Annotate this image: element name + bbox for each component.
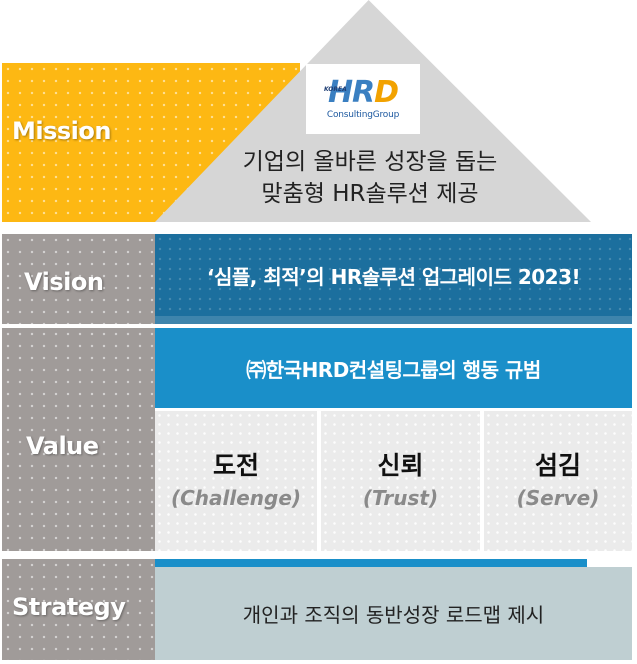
strategy-label: Strategy xyxy=(12,593,126,621)
vision-statement: ‘심플, 최적’의 HR솔루션 업그레이드 2023! xyxy=(206,264,581,289)
logo-subtitle: ConsultingGroup xyxy=(326,110,400,120)
value-title: 신뢰 xyxy=(377,451,424,480)
value-title: 섬김 xyxy=(534,451,581,480)
vision-statement-bar: ‘심플, 최적’의 HR솔루션 업그레이드 2023! xyxy=(155,234,632,316)
logo-hr-text: HR xyxy=(327,75,375,110)
strategy-label-panel: Strategy xyxy=(2,559,155,660)
value-header-bar: ㈜한국HRD컨설팅그룹의 행동 규범 xyxy=(155,328,632,408)
vision-label: Vision xyxy=(24,268,104,296)
value-card-serve: 섬김 (Serve) xyxy=(484,411,632,551)
company-logo: KOREA HRD ConsultingGroup xyxy=(306,64,420,134)
logo-korea-text: KOREA xyxy=(324,86,347,93)
mission-line-2: 맞춤형 HR솔루션 제공 xyxy=(261,181,479,207)
vision-underline xyxy=(155,316,632,324)
logo-d-text: D xyxy=(374,75,399,110)
strategy-statement: 개인과 조직의 동반성장 로드맵 제시 xyxy=(242,603,545,627)
vision-label-panel: Vision xyxy=(2,234,155,324)
mission-label: Mission xyxy=(12,117,111,145)
strategy-accent-line xyxy=(155,559,587,567)
logo-mark: HRD xyxy=(327,75,399,110)
value-card-challenge: 도전 (Challenge) xyxy=(155,411,317,551)
strategy-statement-bar: 개인과 조직의 동반성장 로드맵 제시 xyxy=(155,567,632,660)
value-label: Value xyxy=(26,432,99,460)
mission-statement: 기업의 올바른 성장을 돕는 맞춤형 HR솔루션 제공 xyxy=(185,146,555,210)
value-title: 도전 xyxy=(212,451,259,480)
value-label-panel: Value xyxy=(2,328,155,551)
value-subtitle: (Challenge) xyxy=(170,486,302,510)
value-header: ㈜한국HRD컨설팅그룹의 행동 규범 xyxy=(246,357,541,382)
value-card-trust: 신뢰 (Trust) xyxy=(321,411,480,551)
mission-line-1: 기업의 올바른 성장을 돕는 xyxy=(242,149,498,175)
value-subtitle: (Trust) xyxy=(362,486,439,510)
value-subtitle: (Serve) xyxy=(516,486,600,510)
